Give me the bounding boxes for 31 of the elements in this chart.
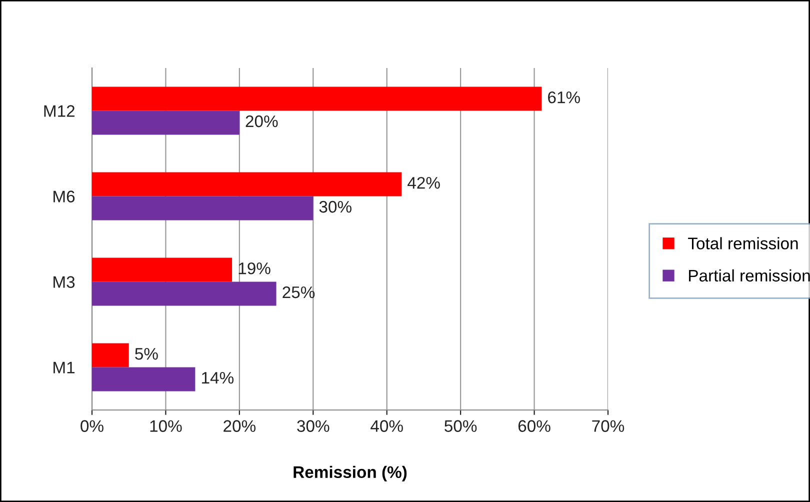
y-tick-label: M12 [44,105,74,117]
bar [92,282,276,306]
x-tick-label: 50% [444,420,477,432]
y-tick-label: M1 [54,362,75,374]
x-tick-label: 30% [297,420,330,432]
y-tick-label: M6 [54,190,75,202]
x-tick-label: 0% [80,420,104,432]
data-label: 14% [202,372,234,384]
x-tick-label: 40% [370,420,403,432]
data-label: 5% [135,348,158,360]
x-tick-label: 70% [592,420,624,432]
data-label: 30% [319,200,352,213]
bar [92,367,196,392]
legend-label: Partial remission [689,269,810,282]
x-tick-label: 20% [224,420,256,432]
bar [92,86,542,111]
data-label: 61% [548,91,580,104]
x-tick-label: 60% [518,420,550,432]
data-label: 42% [408,176,440,189]
data-label: 19% [238,262,270,274]
x-tick-label: 10% [150,420,182,432]
bar [92,172,402,196]
legend-label: Total remission [688,237,798,250]
data-label: 20% [246,115,278,128]
bar [92,258,232,282]
data-label: 25% [282,286,315,298]
bar [92,343,129,368]
x-axis-title: Remission (%) [294,466,407,482]
bar [92,196,314,220]
y-tick-label: M3 [54,276,75,288]
bar [92,110,240,135]
